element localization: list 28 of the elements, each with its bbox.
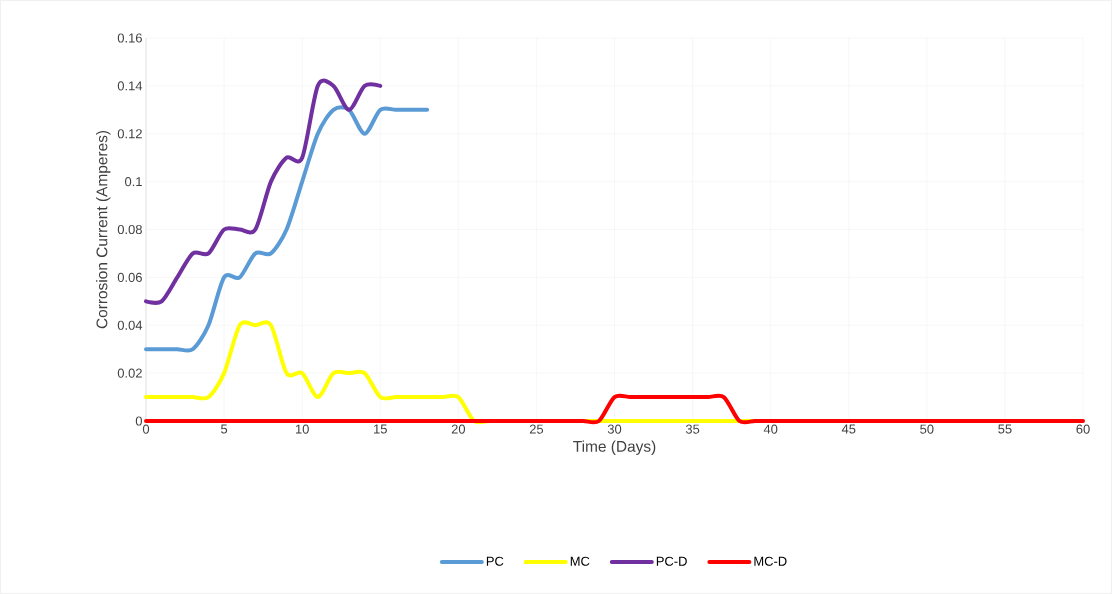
x-tick-label: 15 (374, 424, 387, 434)
x-tick-label: 60 (1076, 424, 1090, 434)
legend-label: MC (570, 556, 590, 566)
x-tick-label: 10 (295, 424, 309, 434)
y-tick-label: 0.14 (117, 81, 143, 91)
x-axis-title: Time (Days) (573, 440, 656, 455)
x-tick-label: 0 (142, 424, 150, 434)
x-tick-label: 35 (685, 424, 700, 434)
x-tick-label: 5 (221, 424, 228, 434)
x-tick-label: 25 (529, 424, 544, 434)
y-tick-label: 0.1 (124, 177, 142, 187)
y-tick-label: 0.12 (117, 129, 142, 139)
y-tick-label: 0.06 (117, 272, 142, 282)
y-tick-label: 0.08 (117, 224, 142, 235)
y-tick-label: 0.04 (117, 320, 143, 330)
x-tick-label: 40 (763, 424, 778, 434)
x-tick-label: 45 (841, 424, 856, 434)
x-tick-label: 20 (451, 424, 466, 434)
y-axis-title: Corrosion Current (Amperes) (96, 130, 111, 329)
x-tick-label: 55 (998, 424, 1012, 434)
x-tick-label: 30 (607, 424, 622, 434)
y-tick-label: 0.16 (117, 33, 142, 43)
legend-label: MC-D (754, 556, 787, 566)
y-tick-label: 0 (135, 416, 142, 426)
y-tick-label: 0.02 (117, 368, 142, 378)
legend-label: PC-D (656, 556, 687, 566)
x-tick-label: 50 (920, 424, 934, 434)
legend-label: PC (486, 556, 504, 566)
